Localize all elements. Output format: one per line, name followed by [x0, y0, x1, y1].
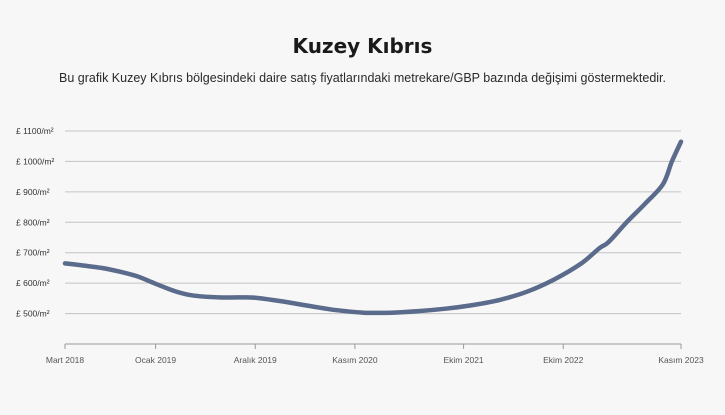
y-tick-label: £ 1100/m²: [16, 126, 54, 136]
x-tick-label: Kasım 2020: [332, 355, 378, 365]
x-tick-label: Kasım 2023: [658, 355, 704, 365]
y-axis-labels: £ 500/m² £ 600/m² £ 700/m² £ 800/m² £ 900/m²…: [16, 126, 54, 319]
x-tick-label: Mart 2018: [46, 355, 85, 365]
y-tick-label: £ 900/m²: [16, 187, 50, 197]
x-axis: [64, 343, 682, 349]
series-layer: [62, 139, 684, 316]
x-axis-labels: Mart 2018 Ocak 2019 Aralık 2019 Kasım 2020 E…: [46, 355, 704, 365]
y-tick-label: £ 600/m²: [16, 278, 50, 288]
y-tick-label: £ 700/m²: [16, 248, 50, 258]
y-tick-label: £ 800/m²: [16, 217, 50, 227]
x-tick-label: Aralık 2019: [234, 355, 277, 365]
y-tick-label: £ 500/m²: [16, 309, 50, 319]
chart-subtitle: Bu grafik Kuzey Kıbrıs bölgesindeki dair…: [58, 71, 666, 85]
x-tick-label: Ekim 2021: [444, 355, 484, 365]
series-line: [62, 139, 684, 316]
x-tick-label: Ocak 2019: [135, 355, 176, 365]
y-tick-label: £ 1000/m²: [16, 156, 54, 166]
chart-title: Kuzey Kıbrıs: [292, 34, 433, 58]
x-tick-label: Ekim 2022: [543, 355, 583, 365]
